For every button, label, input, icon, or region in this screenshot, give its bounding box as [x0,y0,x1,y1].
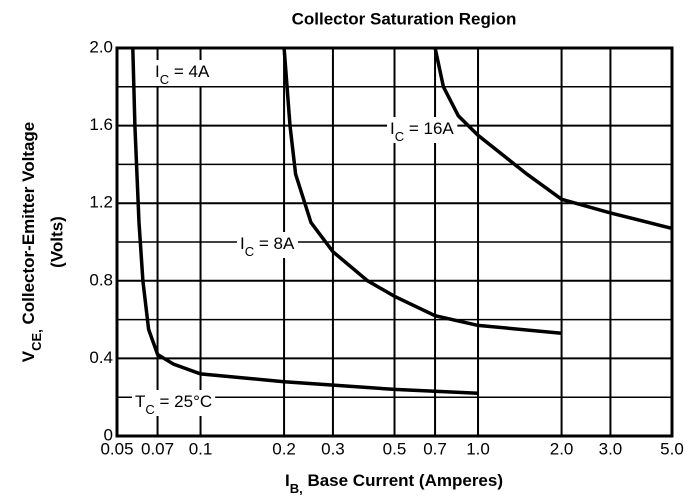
line [131,47,479,396]
y-tick-label: 1.2 [89,193,113,212]
series-label: IC = 8A [240,234,295,258]
y-tick-label: 0.8 [89,270,113,289]
label-background [237,232,298,258]
y-axis-title: (Volts) [47,216,66,268]
x-tick-label: 0.5 [383,439,407,458]
x-tick-label: 0.3 [321,439,345,458]
y-tick-label: 2.0 [89,37,113,56]
x-tick-label: 3.0 [599,439,623,458]
label-background [132,390,216,416]
series-label: IC = 16A [390,119,454,143]
x-tick-label: 1.0 [466,439,490,458]
chart-title: Collector Saturation Region [292,9,517,28]
line [282,47,562,335]
y-tick-label: 1.6 [89,115,113,134]
plot-frame [115,46,674,438]
x-tick-label: 5.0 [660,439,684,458]
x-tick-label: 2.0 [550,439,574,458]
y-tick-label: 0.4 [89,348,113,367]
x-tick-label: 0.05 [100,439,133,458]
x-tick-label: 0.7 [423,439,447,458]
y-axis-title: VCE, Collector-Emitter Voltage [19,122,43,363]
x-tick-label: 0.07 [141,439,174,458]
x-tick-label: 0.1 [189,439,213,458]
series-label: IC = 4A [155,62,210,86]
x-tick-label: 0.2 [272,439,296,458]
line [433,47,673,231]
annotation: TC = 25°C [135,392,212,416]
x-axis-title: IB, Base Current (Amperes) [285,471,503,495]
label-background [152,60,213,86]
label-background [387,117,458,143]
y-tick-label: 0 [104,425,113,444]
